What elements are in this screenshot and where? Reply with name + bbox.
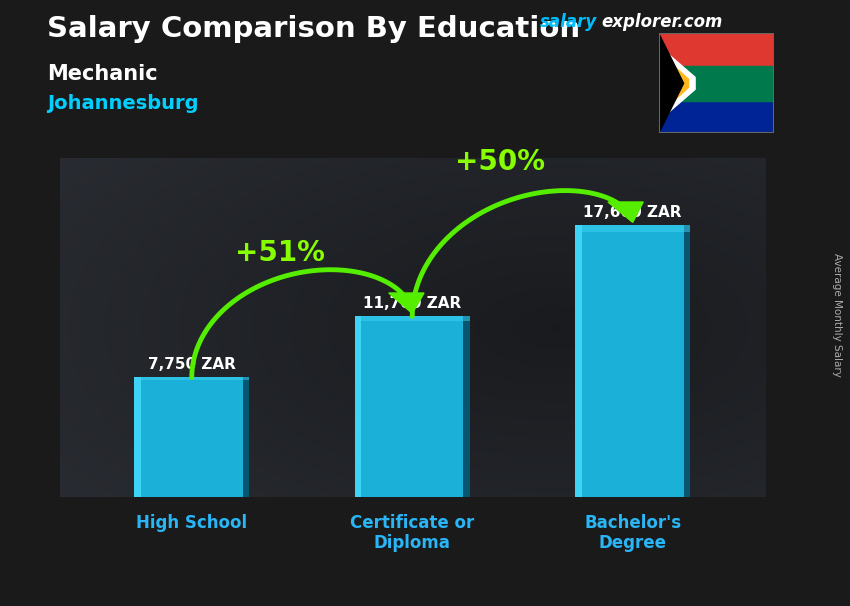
Bar	[243, 378, 249, 497]
Polygon shape	[608, 202, 643, 222]
Polygon shape	[659, 46, 695, 121]
Text: +51%: +51%	[235, 239, 325, 267]
Polygon shape	[388, 293, 424, 313]
Text: 11,700 ZAR: 11,700 ZAR	[363, 296, 462, 311]
Bar	[134, 378, 141, 497]
Text: Average Monthly Salary: Average Monthly Salary	[832, 253, 842, 377]
Text: 7,750 ZAR: 7,750 ZAR	[148, 357, 235, 372]
Bar	[463, 316, 469, 497]
Text: Johannesburg: Johannesburg	[47, 94, 198, 113]
Bar	[355, 316, 469, 497]
Text: 17,600 ZAR: 17,600 ZAR	[583, 205, 682, 220]
Bar	[575, 225, 581, 497]
Bar	[355, 316, 469, 321]
Bar	[134, 378, 249, 381]
Text: +50%: +50%	[456, 148, 546, 176]
Bar	[659, 66, 774, 101]
Bar	[659, 83, 774, 133]
Text: salary: salary	[540, 13, 597, 32]
Bar	[659, 33, 774, 83]
Bar	[355, 316, 361, 497]
Text: explorer.com: explorer.com	[601, 13, 722, 32]
Bar	[683, 225, 690, 497]
Text: Mechanic: Mechanic	[47, 64, 157, 84]
Polygon shape	[659, 52, 688, 115]
Bar	[575, 225, 690, 497]
Bar	[575, 225, 690, 232]
Polygon shape	[659, 33, 683, 133]
Text: Salary Comparison By Education: Salary Comparison By Education	[47, 15, 580, 43]
Bar	[134, 378, 249, 497]
